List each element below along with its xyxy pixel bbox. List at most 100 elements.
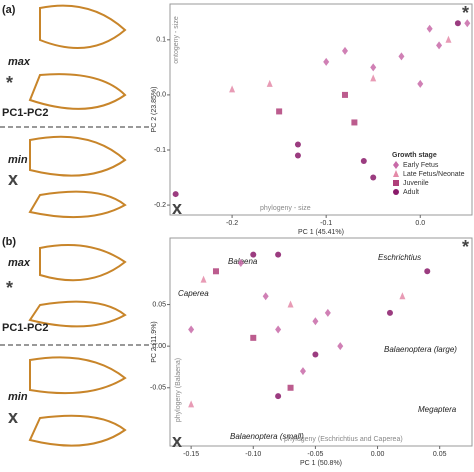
skull — [29, 356, 127, 395]
x-tick-label: 0.05 — [433, 451, 447, 458]
point — [370, 174, 377, 181]
annotation: x — [172, 431, 182, 451]
x-tick-label: -0.10 — [245, 451, 261, 458]
legend-marker — [393, 189, 399, 195]
y-axis-label: PC 2 (11.9%) — [151, 321, 158, 363]
skull — [28, 300, 127, 328]
max-label: max — [8, 56, 31, 68]
y-tick-label: 0.1 — [156, 37, 166, 44]
point — [436, 41, 443, 50]
y-tick-label: -0.2 — [154, 202, 166, 209]
x-axis-label: PC 1 (50.8%) — [300, 460, 342, 467]
point — [370, 63, 377, 72]
point — [351, 119, 358, 126]
skull — [29, 135, 127, 177]
point — [424, 268, 431, 275]
point — [464, 19, 471, 28]
x-tick-label: -0.05 — [307, 451, 323, 458]
legend-label: Juvenile — [403, 180, 429, 187]
point — [312, 351, 319, 358]
point — [188, 400, 195, 408]
pc-label: PC1-PC2 — [2, 322, 48, 334]
point — [323, 57, 330, 66]
point — [275, 325, 282, 334]
point — [188, 325, 195, 334]
panel-label: (a) — [2, 4, 16, 16]
skull — [28, 414, 127, 447]
annotation: Balaenoptera (small) — [230, 432, 304, 441]
annotation: phylogeny (Balaena) — [175, 358, 182, 422]
x-axis-label: PC 1 (45.41%) — [298, 229, 344, 236]
legend-label: Late Fetus/Neonate — [403, 171, 465, 178]
x-tick-label: 0.00 — [371, 451, 385, 458]
annotation: Balaenoptera (large) — [384, 345, 457, 354]
skull — [39, 4, 127, 49]
point — [454, 20, 461, 27]
x-tick-label: -0.2 — [226, 220, 238, 227]
point — [275, 251, 282, 258]
point — [341, 46, 348, 55]
point — [386, 309, 393, 316]
panel-label: (b) — [2, 236, 16, 248]
point — [337, 342, 344, 351]
point — [370, 74, 377, 82]
min-label: min — [8, 154, 28, 166]
pc-label: PC1-PC2 — [2, 107, 48, 119]
point — [312, 317, 319, 326]
y-tick-label: 0.00 — [152, 343, 166, 350]
min-symbol: x — [8, 407, 18, 427]
point — [360, 158, 367, 165]
point — [426, 24, 433, 33]
point — [229, 85, 236, 93]
annotation: Balaena — [228, 257, 258, 266]
max-label: max — [8, 257, 31, 269]
y-axis-label: PC 2 (23.85%) — [151, 87, 158, 133]
legend-marker — [393, 170, 399, 177]
skull — [28, 73, 127, 110]
point — [275, 393, 282, 400]
y-tick-label: -0.1 — [154, 147, 166, 154]
skull — [28, 190, 127, 219]
point — [399, 292, 406, 300]
point — [200, 275, 207, 283]
y-tick-label: 0.05 — [152, 301, 166, 308]
point — [294, 152, 301, 159]
y-tick-label: -0.05 — [150, 385, 166, 392]
annotation: phylogeny (Eschrichtius and Caperea) — [284, 436, 403, 443]
annotation: x — [172, 198, 182, 218]
point — [341, 91, 348, 98]
legend-marker — [393, 180, 399, 186]
annotation: * — [462, 237, 469, 257]
point — [212, 268, 219, 275]
point — [262, 292, 269, 301]
annotation: Eschrichtius — [378, 253, 421, 262]
point — [417, 79, 424, 88]
min-symbol: x — [8, 169, 18, 189]
point — [398, 52, 405, 61]
annotation: phylogeny - size — [260, 205, 311, 212]
y-tick-label: 0.0 — [156, 92, 166, 99]
plot-area — [169, 237, 473, 447]
legend-marker — [393, 161, 399, 169]
skull — [39, 244, 127, 282]
point — [250, 251, 257, 258]
point — [250, 334, 257, 341]
plot-area — [169, 3, 473, 216]
point — [287, 300, 294, 308]
point — [445, 35, 452, 43]
point — [324, 308, 331, 317]
annotation: Megaptera — [418, 405, 457, 414]
point — [276, 108, 283, 115]
point — [266, 79, 273, 87]
x-tick-label: -0.15 — [183, 451, 199, 458]
annotation: Caperea — [178, 289, 209, 298]
max-symbol: * — [6, 73, 13, 93]
legend-label: Adult — [403, 189, 419, 196]
x-tick-label: 0.0 — [415, 220, 425, 227]
point — [237, 258, 244, 267]
point — [172, 191, 179, 198]
point — [299, 367, 306, 376]
max-symbol: * — [6, 278, 13, 298]
point — [287, 384, 294, 391]
